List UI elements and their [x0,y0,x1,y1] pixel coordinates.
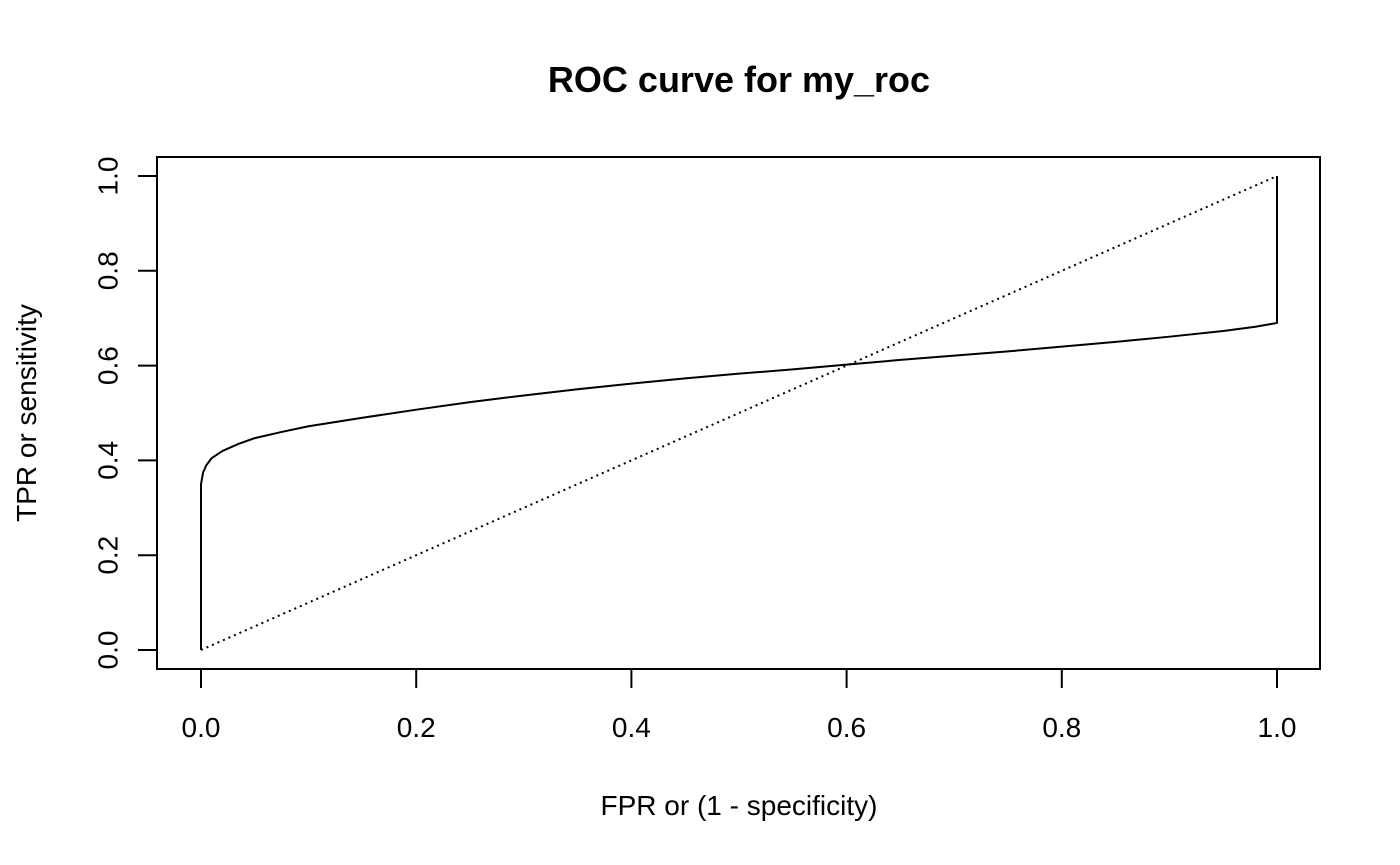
x-tick-label: 0.2 [397,712,436,743]
x-axis: 0.0 0.2 0.4 0.6 0.8 1.0 [182,668,1297,743]
y-tick-label: 0.6 [93,346,124,385]
x-tick-label: 0.0 [182,712,221,743]
series-layer [200,175,1278,651]
x-tick-label: 0.8 [1042,712,1081,743]
y-axis-label: TPR or sensitivity [11,304,42,522]
y-tick-label: 0.2 [93,536,124,575]
x-axis-label: FPR or (1 - specificity) [601,790,878,821]
chance-diagonal-line [200,175,1278,651]
x-tick-label: 0.6 [827,712,866,743]
x-tick-label: 0.4 [612,712,651,743]
y-tick-label: 0.8 [93,251,124,290]
y-tick-label: 1.0 [93,157,124,196]
chart-title: ROC curve for my_roc [548,59,930,100]
x-tick-label: 1.0 [1258,712,1297,743]
roc-curve-line [200,176,1278,650]
y-axis: 0.0 0.2 0.4 0.6 0.8 1.0 [93,157,158,670]
y-tick-label: 0.4 [93,441,124,480]
y-tick-label: 0.0 [93,631,124,670]
